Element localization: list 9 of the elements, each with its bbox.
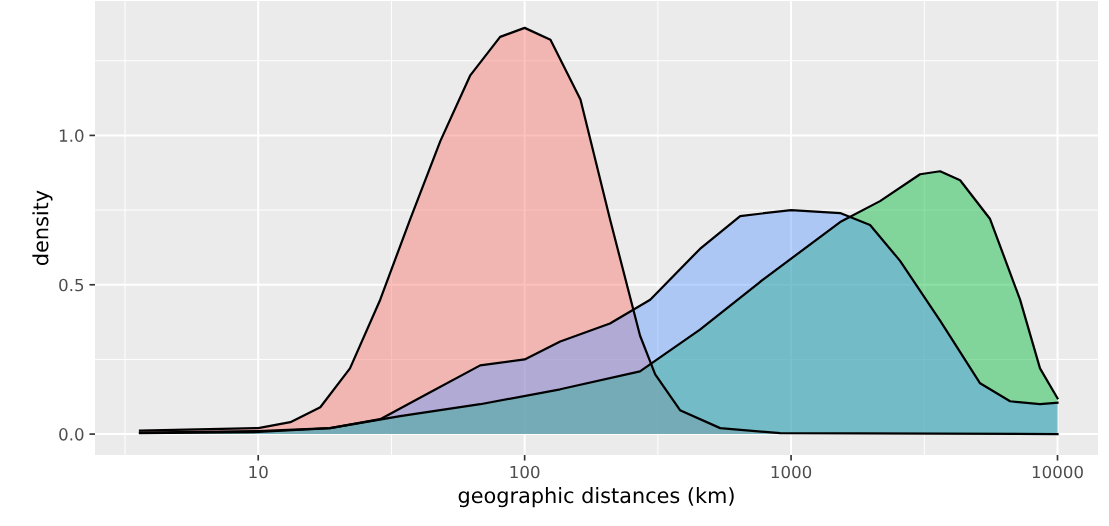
x-tick-label: 10000 <box>1032 465 1083 479</box>
y-tick-label: 1.0 <box>59 129 84 142</box>
x-tick-label: 10 <box>249 465 268 479</box>
y-tick-label: 0.5 <box>59 278 84 292</box>
y-axis-title: density <box>32 190 53 266</box>
x-tick-label: 100 <box>510 465 540 479</box>
x-tick-label: 1000 <box>771 465 812 479</box>
x-axis-title: geographic distances (km) <box>458 487 734 508</box>
y-tick-label: 0.0 <box>59 428 84 441</box>
